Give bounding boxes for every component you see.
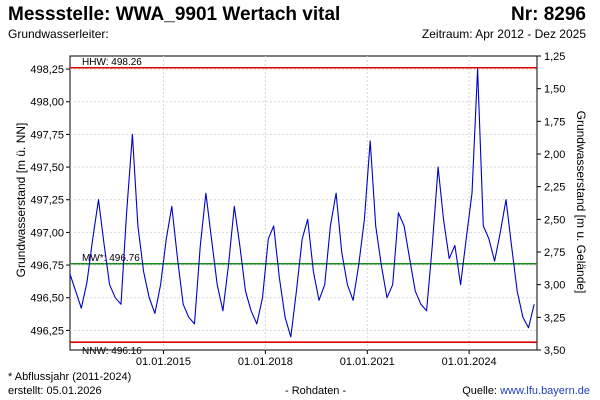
reference-label: MW*: 496.76: [82, 253, 140, 264]
y-tick-label: 497,75: [30, 129, 64, 141]
source-link[interactable]: www.lfu.bayern.de: [500, 385, 590, 397]
footnote: * Abflussjahr (2011-2024): [8, 371, 132, 383]
station-number: Nr: 8296: [511, 4, 586, 25]
source: Quelle: www.lfu.bayern.de: [462, 385, 590, 397]
grid: [70, 56, 537, 350]
aquifer-label: Grundwasserleiter:: [8, 27, 109, 41]
y-axis-label-right: Grundwasserstand [m u. Gelände]: [574, 111, 588, 294]
y-right-tick-label: 1,25: [544, 51, 565, 63]
x-axis: 01.01.2015 01.01.2018 01.01.2021 01.01.2024: [136, 350, 497, 368]
y-right-tick-label: 2,25: [544, 182, 565, 194]
x-tick-label: 01.01.2015: [136, 356, 191, 368]
period-label: Zeitraum: Apr 2012 - Dez 2025: [421, 27, 586, 41]
y-right-tick-label: 3,00: [544, 280, 565, 292]
y-right-tick-label: 3,50: [544, 345, 565, 357]
reference-lines: HHW: 498.26 MW*: 496.76 NNW: 496.16: [70, 57, 537, 357]
y-tick-label: 498,25: [30, 64, 64, 76]
left-axis: 498,25 498,00 497,75 497,50 497,25 497,00 496,…: [30, 64, 70, 337]
y-axis-label-left: Grundwasserstand [m ü. NN]: [14, 123, 28, 278]
groundwater-series-line: [69, 68, 535, 338]
y-tick-label: 496,75: [30, 260, 64, 272]
raw-data-note: - Rohdaten -: [285, 385, 347, 397]
y-right-tick-label: 2,00: [544, 149, 565, 161]
reference-label: HHW: 498.26: [82, 57, 142, 68]
y-right-tick-label: 2,50: [544, 214, 565, 226]
x-tick-label: 01.01.2021: [340, 356, 395, 368]
series-layer: [69, 68, 535, 338]
x-tick-label: 01.01.2024: [442, 356, 497, 368]
source-prefix: Quelle:: [462, 385, 501, 397]
y-tick-label: 498,00: [30, 97, 64, 109]
y-tick-label: 497,25: [30, 195, 64, 207]
y-right-tick-label: 2,75: [544, 247, 565, 259]
created-date: erstellt: 05.01.2026: [8, 385, 102, 397]
y-right-tick-label: 1,50: [544, 84, 565, 96]
right-axis: 1,25 1,50 1,75 2,00 2,25 2,50 2,75 3,00 3,25 3,50: [537, 51, 565, 357]
y-tick-label: 497,00: [30, 227, 64, 239]
y-tick-label: 497,50: [30, 162, 64, 174]
reference-label: NNW: 496.16: [82, 346, 142, 357]
y-right-tick-label: 1,75: [544, 116, 565, 128]
y-tick-label: 496,50: [30, 293, 64, 305]
plot-area: [69, 55, 538, 351]
chart-title: Messstelle: WWA_9901 Wertach vital: [8, 4, 341, 25]
x-tick-label: 01.01.2018: [238, 356, 293, 368]
y-right-tick-label: 3,25: [544, 312, 565, 324]
y-tick-label: 496,25: [30, 325, 64, 337]
